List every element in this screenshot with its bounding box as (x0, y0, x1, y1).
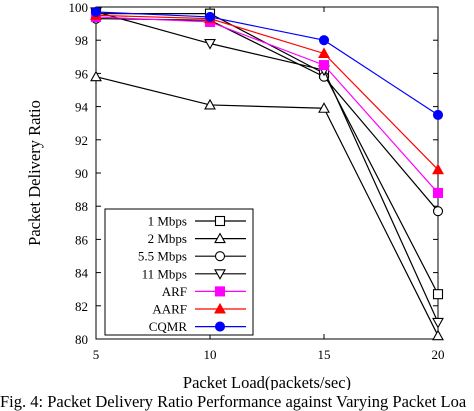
data-point-aarf (318, 47, 330, 59)
data-point-5-5-mbps (432, 206, 444, 217)
line-chart: 80 82 84 86 88 90 92 94 96 98 100 5 10 15 20 1 Mbps 2 M… (25, 0, 445, 390)
legend-label-11-mbps: 11 Mbps (142, 266, 187, 281)
series-line-2-mbps (95, 76, 439, 336)
x-tick-label: 10 (204, 347, 217, 362)
legend-marker-aarf (214, 302, 226, 314)
x-tick-label: 5 (93, 347, 100, 362)
data-point-2-mbps (432, 329, 444, 341)
series-aarf (90, 9, 444, 175)
x-tick-label: 20 (432, 347, 445, 362)
series-line-aarf (95, 14, 439, 171)
y-tick-label: 100 (69, 0, 89, 15)
series-layer (90, 6, 444, 341)
data-point-2-mbps (90, 70, 102, 82)
legend-label-cqmr: CQMR (149, 319, 188, 334)
figure-caption: Fig. 4: Packet Delivery Ratio Performanc… (0, 392, 467, 411)
legend: 1 Mbps 2 Mbps 5.5 Mbps 11 Mbps ARF AARF CQMR (104, 208, 254, 336)
data-point-cqmr (90, 6, 102, 18)
y-tick-label: 82 (75, 299, 88, 314)
data-point-cqmr (204, 11, 216, 23)
y-tick-label: 90 (75, 166, 88, 181)
y-tick-label: 94 (75, 100, 89, 115)
y-tick-label: 88 (75, 199, 88, 214)
legend-marker-2-mbps (214, 232, 226, 244)
data-point-11-mbps (432, 317, 444, 329)
x-tick-label: 15 (318, 347, 331, 362)
legend-marker-1-mbps (214, 215, 226, 227)
data-point-1-mbps (432, 289, 444, 300)
data-point-2-mbps (318, 102, 330, 113)
legend-label-1-mbps: 1 Mbps (148, 214, 187, 229)
series-line-arf (95, 16, 439, 194)
series-2-mbps (90, 70, 444, 341)
data-point-cqmr (432, 109, 444, 120)
data-point-11-mbps (204, 38, 216, 50)
y-tick-label: 80 (75, 332, 88, 347)
y-tick-label: 84 (75, 266, 89, 281)
x-axis-label: Packet Load(packets/sec) (183, 373, 351, 390)
series-arf (90, 11, 444, 198)
y-tick-label: 98 (75, 33, 88, 48)
legend-marker-11-mbps (214, 269, 226, 280)
y-axis-label: Packet Delivery Ratio (25, 100, 44, 246)
series-line-cqmr (95, 11, 439, 116)
series-line-5-5-mbps (95, 18, 439, 212)
legend-label-arf: ARF (162, 284, 187, 299)
legend-marker-arf (214, 286, 226, 297)
series-line-11-mbps (95, 11, 439, 323)
data-point-arf (432, 187, 444, 198)
y-tick-label: 86 (75, 232, 89, 247)
legend-label-2-mbps: 2 Mbps (148, 231, 187, 246)
axis-ticks: 80 82 84 86 88 90 92 94 96 98 100 5 10 15 20 (69, 0, 445, 362)
data-point-cqmr (318, 35, 330, 46)
data-point-aarf (432, 163, 444, 175)
y-tick-label: 96 (75, 66, 89, 81)
series-5-5-mbps (90, 13, 444, 217)
legend-marker-5-5-mbps (214, 251, 226, 262)
legend-marker-cqmr (214, 321, 226, 332)
legend-label-aarf: AARF (152, 302, 187, 317)
data-point-arf (318, 60, 330, 71)
data-point-2-mbps (204, 98, 216, 110)
legend-label-5-5-mbps: 5.5 Mbps (138, 249, 187, 264)
legend-box (104, 208, 254, 336)
y-tick-label: 92 (75, 133, 88, 148)
series-cqmr (90, 6, 444, 120)
